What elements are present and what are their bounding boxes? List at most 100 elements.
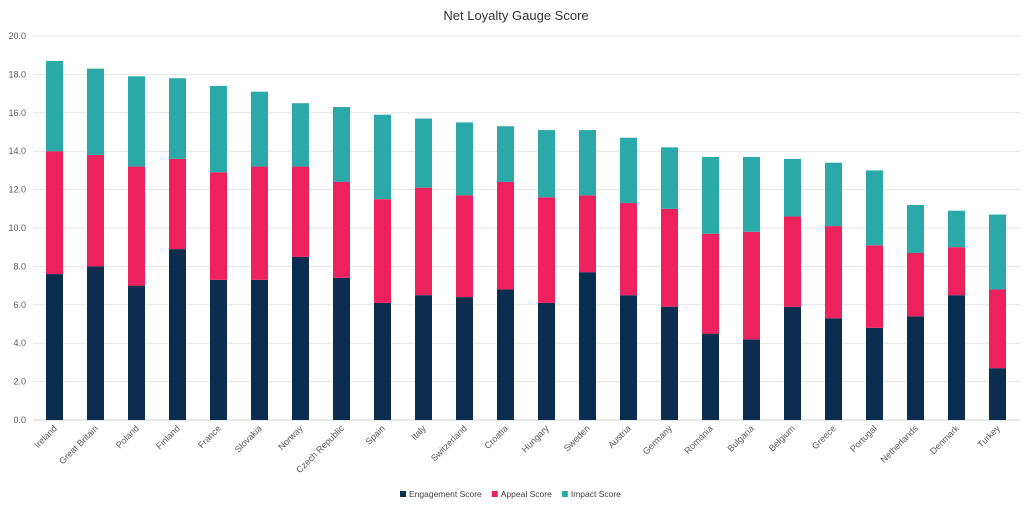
x-tick-label: Romania: [682, 423, 715, 456]
bar-impact-score-romania: [702, 156, 719, 234]
bar-appeal-score-denmark: [948, 247, 965, 296]
bar-impact-score-slovakia: [251, 91, 268, 167]
bar-appeal-score-hungary: [538, 197, 555, 303]
bar-impact-score-spain: [374, 114, 391, 200]
x-tick-label: Switzerland: [429, 423, 469, 463]
x-tick-label: Denmark: [928, 423, 961, 456]
bar-appeal-score-france: [210, 172, 227, 280]
bar-engagement-score-spain: [374, 302, 391, 420]
bar-appeal-score-turkey: [989, 289, 1006, 369]
y-tick-label: 14.0: [8, 146, 26, 156]
y-tick-label: 18.0: [8, 69, 26, 79]
chart-title: Net Loyalty Gauge Score: [443, 8, 588, 23]
bar-engagement-score-greece: [825, 318, 842, 420]
x-tick-label: Italy: [409, 423, 428, 442]
bar-engagement-score-ireland: [46, 274, 63, 420]
x-tick-label: Sweden: [562, 423, 592, 453]
bar-appeal-score-romania: [702, 233, 719, 334]
bar-engagement-score-portugal: [866, 327, 883, 420]
legend-label: Engagement Score: [409, 489, 482, 499]
bar-appeal-score-belgium: [784, 216, 801, 307]
bar-impact-score-austria: [620, 137, 637, 204]
bar-impact-score-finland: [169, 78, 186, 159]
bar-appeal-score-greece: [825, 226, 842, 319]
y-tick-label: 12.0: [8, 185, 26, 195]
bar-engagement-score-denmark: [948, 295, 965, 420]
bar-engagement-score-finland: [169, 249, 186, 420]
bar-impact-score-ireland: [46, 60, 63, 152]
x-tick-label: Croatia: [482, 423, 510, 451]
bar-engagement-score-germany: [661, 306, 678, 420]
y-tick-label: 4.0: [13, 338, 26, 348]
bar-appeal-score-austria: [620, 203, 637, 296]
bar-impact-score-turkey: [989, 214, 1006, 290]
legend-label: Appeal Score: [501, 489, 552, 499]
x-tick-label: Ireland: [32, 423, 59, 450]
bar-engagement-score-slovakia: [251, 279, 268, 420]
y-tick-label: 0.0: [13, 415, 26, 425]
bar-engagement-score-italy: [415, 295, 432, 420]
bar-impact-score-czech-republic: [333, 107, 350, 182]
x-tick-label: Hungary: [520, 423, 551, 454]
bar-impact-score-poland: [128, 76, 145, 167]
x-tick-label: Finland: [154, 423, 182, 451]
bar-engagement-score-turkey: [989, 368, 1006, 420]
bar-impact-score-great-britain: [87, 68, 104, 156]
bar-impact-score-netherlands: [907, 204, 924, 253]
x-tick-label: Austria: [606, 423, 633, 450]
bar-impact-score-greece: [825, 162, 842, 227]
bar-appeal-score-sweden: [579, 195, 596, 273]
bar-impact-score-croatia: [497, 126, 514, 182]
y-tick-label: 6.0: [13, 300, 26, 310]
legend-swatch: [561, 491, 568, 497]
y-tick-label: 8.0: [13, 261, 26, 271]
legend-swatch: [400, 491, 406, 497]
bar-impact-score-italy: [415, 118, 432, 188]
legend-label: Impact Score: [571, 489, 621, 499]
bar-appeal-score-czech-republic: [333, 181, 350, 278]
bar-appeal-score-bulgaria: [743, 231, 760, 340]
legend: Engagement Score Appeal Score Impact Score: [400, 489, 621, 499]
x-tick-label: Spain: [364, 423, 387, 446]
bar-appeal-score-spain: [374, 199, 391, 303]
bar-appeal-score-germany: [661, 208, 678, 307]
x-tick-label: France: [196, 423, 223, 450]
x-tick-label: Greece: [810, 423, 838, 451]
x-tick-label: Norway: [276, 423, 305, 452]
x-tick-label: Great Britain: [57, 423, 100, 466]
bar-engagement-score-bulgaria: [743, 339, 760, 420]
y-tick-label: 20.0: [8, 31, 26, 41]
bar-engagement-score-austria: [620, 295, 637, 420]
bar-engagement-score-poland: [128, 285, 145, 420]
bar-engagement-score-great-britain: [87, 266, 104, 420]
bar-impact-score-portugal: [866, 170, 883, 246]
x-tick-label: Netherlands: [879, 423, 921, 465]
bar-engagement-score-hungary: [538, 302, 555, 420]
bar-engagement-score-netherlands: [907, 316, 924, 420]
bar-impact-score-france: [210, 85, 227, 173]
bar-appeal-score-great-britain: [87, 155, 104, 267]
bar-appeal-score-croatia: [497, 181, 514, 290]
bar-appeal-score-norway: [292, 166, 309, 257]
bar-engagement-score-sweden: [579, 272, 596, 420]
legend-swatch: [491, 491, 498, 497]
x-tick-label: Slovakia: [233, 423, 264, 454]
bar-appeal-score-finland: [169, 158, 186, 250]
x-tick-label: Poland: [114, 423, 141, 450]
bar-engagement-score-croatia: [497, 289, 514, 420]
x-tick-label: Portugal: [848, 423, 879, 454]
bar-appeal-score-italy: [415, 187, 432, 296]
bar-impact-score-germany: [661, 147, 678, 209]
x-tick-label: Belgium: [767, 423, 797, 453]
bar-engagement-score-romania: [702, 333, 719, 420]
bar-impact-score-switzerland: [456, 122, 473, 196]
bars: [46, 60, 1006, 420]
bar-appeal-score-poland: [128, 166, 145, 286]
y-tick-label: 10.0: [8, 223, 26, 233]
x-tick-label: Bulgaria: [725, 423, 755, 453]
bar-appeal-score-netherlands: [907, 252, 924, 317]
y-tick-label: 16.0: [8, 108, 26, 118]
bar-engagement-score-norway: [292, 256, 309, 420]
